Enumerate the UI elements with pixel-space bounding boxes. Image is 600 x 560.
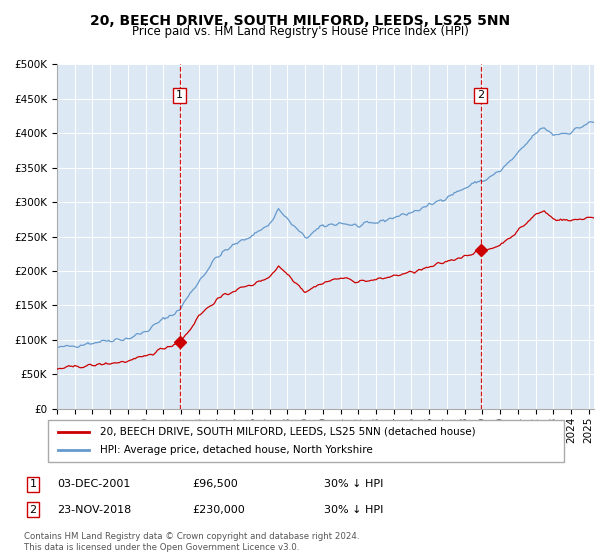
- Text: 2: 2: [477, 90, 484, 100]
- Text: 23-NOV-2018: 23-NOV-2018: [57, 505, 131, 515]
- Text: Price paid vs. HM Land Registry's House Price Index (HPI): Price paid vs. HM Land Registry's House …: [131, 25, 469, 38]
- Text: 1: 1: [29, 479, 37, 489]
- Text: 1: 1: [176, 90, 183, 100]
- Text: 30% ↓ HPI: 30% ↓ HPI: [324, 505, 383, 515]
- Text: 20, BEECH DRIVE, SOUTH MILFORD, LEEDS, LS25 5NN: 20, BEECH DRIVE, SOUTH MILFORD, LEEDS, L…: [90, 14, 510, 28]
- Text: 20, BEECH DRIVE, SOUTH MILFORD, LEEDS, LS25 5NN (detached house): 20, BEECH DRIVE, SOUTH MILFORD, LEEDS, L…: [100, 427, 475, 437]
- Text: Contains HM Land Registry data © Crown copyright and database right 2024.
This d: Contains HM Land Registry data © Crown c…: [24, 533, 359, 552]
- Text: HPI: Average price, detached house, North Yorkshire: HPI: Average price, detached house, Nort…: [100, 445, 373, 455]
- Text: £96,500: £96,500: [192, 479, 238, 489]
- Text: 30% ↓ HPI: 30% ↓ HPI: [324, 479, 383, 489]
- Text: £230,000: £230,000: [192, 505, 245, 515]
- FancyBboxPatch shape: [48, 420, 564, 462]
- Text: 03-DEC-2001: 03-DEC-2001: [57, 479, 130, 489]
- Text: 2: 2: [29, 505, 37, 515]
